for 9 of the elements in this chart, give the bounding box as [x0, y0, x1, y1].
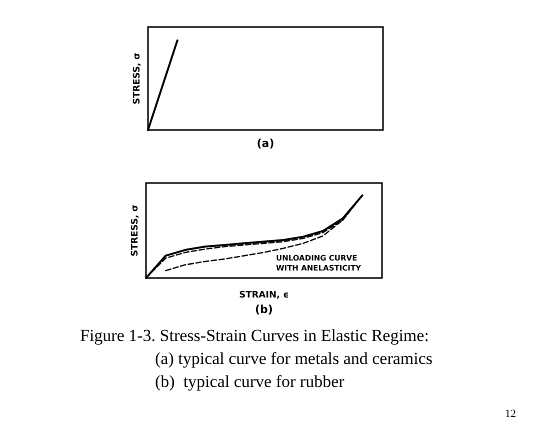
text: (b) typical curve for rubber	[155, 372, 344, 392]
y-axis-title: STRESS, σ	[132, 52, 142, 104]
text: (a) typical curve for metals and ceramics	[155, 349, 433, 369]
text: 12	[505, 408, 516, 420]
caption: Figure 1-3. Stress-Strain Curves in Elastic Regime:	[80, 326, 429, 346]
y-axis-title: STRESS, σ	[130, 204, 140, 256]
text: (a)	[256, 137, 274, 150]
x-axis-title: STRAIN, ϵ	[239, 290, 289, 300]
text: (b)	[255, 303, 273, 316]
